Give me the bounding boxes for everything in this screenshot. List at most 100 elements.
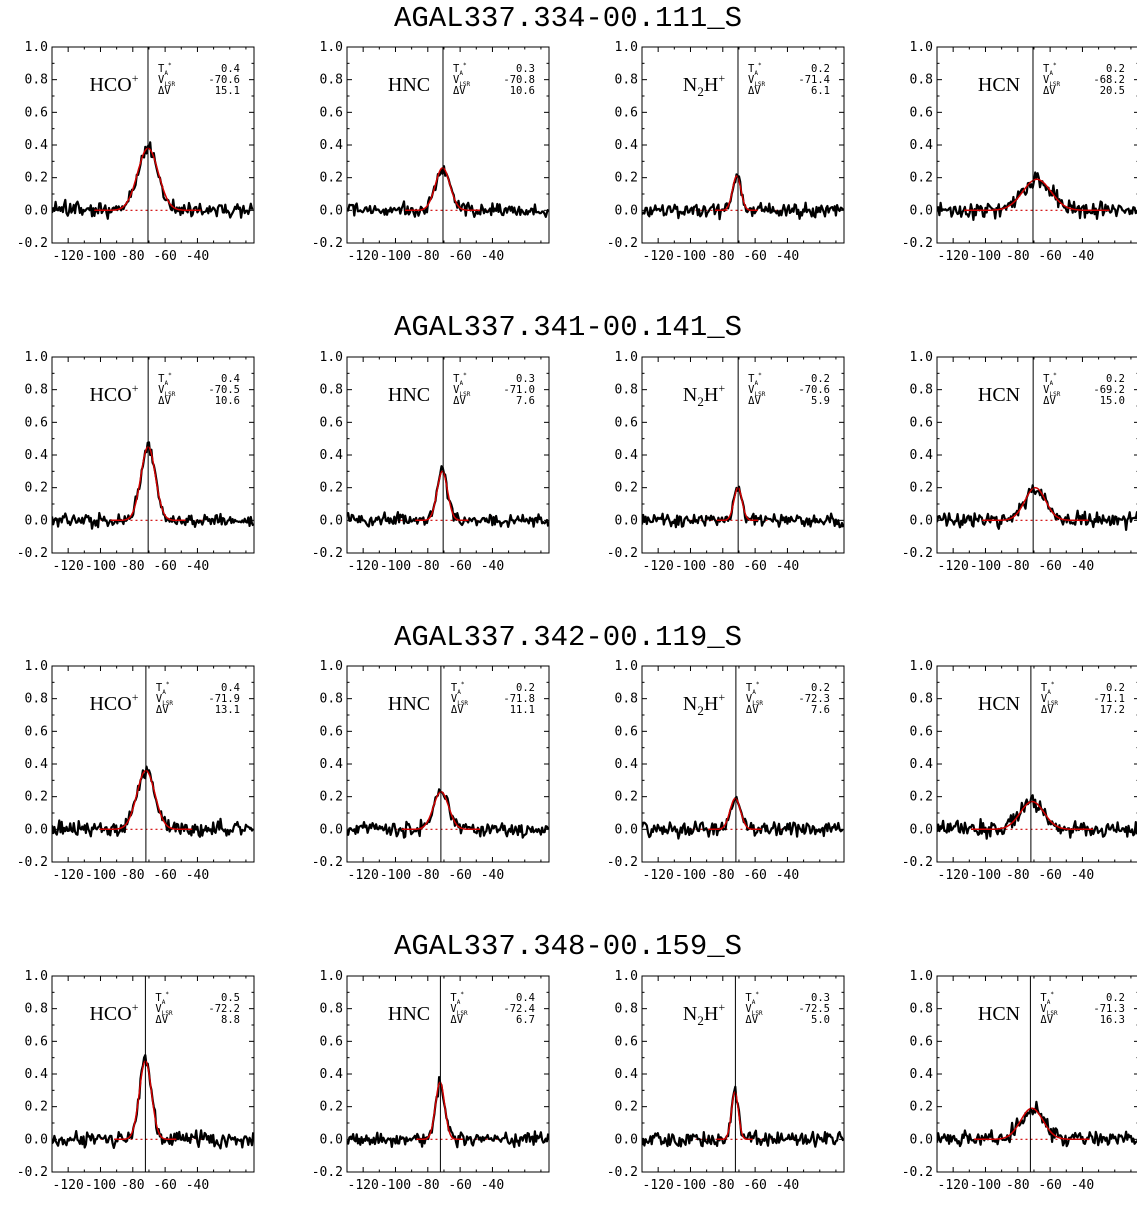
param-label: VLSR: [746, 693, 764, 707]
molecule-label: HCO+: [89, 71, 138, 96]
y-tick-label: 1.0: [320, 969, 343, 984]
spectrum-panel: -0.2 0.0 0.2 0.4 0.6 0.8 1.0 -120 -100 -80 -60 -40 N…: [607, 40, 845, 264]
y-tick-label: 0.6: [320, 1034, 343, 1049]
y-tick-label: 1.0: [910, 969, 933, 984]
y-tick-label: -0.2: [17, 855, 48, 870]
param-value: 0.2: [1106, 682, 1125, 694]
y-tick-label: 0.0: [320, 1132, 343, 1147]
param-label: ΔV: [748, 85, 761, 97]
param-label: TA*: [156, 681, 170, 696]
y-tick-label: 0.0: [615, 822, 638, 837]
y-tick-label: 0.8: [25, 73, 48, 88]
y-tick-label: 0.0: [615, 203, 638, 218]
param-label: TA*: [746, 681, 760, 696]
x-tick-label: -100: [85, 249, 116, 264]
panel-frame: [51, 975, 255, 1173]
spectrum-panel: -0.2 0.0 0.2 0.4 0.6 0.8 1.0 -120 -100 -80 -60 -40 H…: [17, 659, 255, 883]
y-tick-label: 0.4: [910, 1067, 934, 1082]
x-tick-label: -80: [1006, 1178, 1029, 1193]
y-tick-label: 0.6: [320, 415, 343, 430]
spectrum-panel: -0.2 0.0 0.2 0.4 0.6 0.8 1.0 -120 -100 -80 -60 -40 N…: [607, 350, 845, 574]
molecule-subscript: 2: [697, 394, 704, 409]
param-label: ΔV: [155, 1014, 168, 1026]
y-tick-label: 0.4: [615, 757, 639, 772]
molecule-name: HNC: [388, 384, 430, 406]
molecule-name: HCO: [89, 384, 131, 406]
x-tick-label: -120: [53, 559, 84, 574]
param-value: 13.1: [215, 704, 240, 716]
param-value: 0.3: [516, 63, 535, 75]
molecule-name: N: [683, 693, 697, 715]
param-label: VLSR: [748, 74, 766, 88]
param-value: 0.2: [1106, 63, 1125, 75]
x-tick-label: -120: [348, 559, 379, 574]
y-tick-label: 0.2: [615, 790, 638, 805]
x-tick-label: -100: [675, 249, 706, 264]
param-value: 0.2: [1106, 373, 1125, 385]
x-tick-label: -80: [121, 249, 144, 264]
gaussian-fit: [715, 175, 758, 212]
y-tick-label: 0.8: [615, 73, 638, 88]
param-value: 0.2: [811, 63, 830, 75]
gaussian-fit: [415, 470, 469, 522]
x-tick-label: -100: [380, 868, 411, 883]
molecule-label: HNC: [388, 384, 430, 406]
param-value: 0.3: [516, 373, 535, 385]
spectrum-panel: -0.2 0.0 0.2 0.4 0.6 0.8 1.0 -120 -100 -80 -60 -40 H…: [902, 969, 1137, 1193]
y-tick-label: 0.6: [615, 724, 638, 739]
y-tick-label: 0.2: [910, 481, 933, 496]
plot-area: [52, 141, 254, 220]
x-tick-label: -80: [711, 249, 734, 264]
spectrum-panel: -0.2 0.0 0.2 0.4 0.6 0.8 1.0 -120 -100 -80 -60 -40 H…: [17, 40, 255, 264]
param-value: 15.1: [215, 85, 240, 97]
y-tick-label: 0.0: [25, 513, 48, 528]
plot-area: [642, 795, 844, 840]
molecule-name: HNC: [388, 693, 430, 715]
x-tick-label: -60: [743, 1178, 766, 1193]
plot-area: [642, 173, 844, 221]
plot-area: [347, 165, 549, 218]
y-tick-label: 0.2: [910, 171, 933, 186]
y-tick-label: 1.0: [910, 350, 933, 365]
param-label: VLSR: [1043, 384, 1061, 398]
x-tick-label: -40: [1071, 1178, 1094, 1193]
molecule-name: HNC: [388, 1003, 430, 1025]
x-tick-label: -40: [186, 249, 209, 264]
source-title: AGAL337.341-00.141_S: [394, 311, 742, 344]
x-tick-label: -40: [776, 249, 799, 264]
spectrum-line: [52, 141, 254, 220]
param-value: -68.2: [1093, 74, 1125, 86]
x-tick-label: -120: [643, 559, 674, 574]
param-label: TA*: [450, 991, 464, 1006]
spectrum-panel: -0.2 0.0 0.2 0.4 0.6 0.8 1.0 -120 -100 -80 -60 -40 H…: [312, 659, 550, 883]
y-tick-label: 0.6: [910, 724, 933, 739]
y-tick-label: -0.2: [17, 1165, 48, 1180]
y-tick-label: -0.2: [607, 236, 638, 251]
x-tick-label: -120: [348, 1178, 379, 1193]
param-value: 8.8: [221, 1014, 240, 1026]
x-tick-label: -100: [675, 1178, 706, 1193]
y-tick-label: 0.2: [320, 1100, 343, 1115]
y-tick-label: 0.4: [615, 138, 639, 153]
param-label: VLSR: [156, 693, 174, 707]
param-label: VLSR: [1041, 693, 1059, 707]
param-value: 0.4: [221, 63, 240, 75]
molecule-superscript: +: [132, 690, 139, 704]
x-tick-label: -80: [1006, 249, 1029, 264]
x-tick-label: -80: [416, 1178, 439, 1193]
param-value: -72.5: [798, 1003, 830, 1015]
x-tick-label: -100: [970, 1178, 1001, 1193]
y-tick-label: 0.8: [615, 383, 638, 398]
param-value: -70.6: [798, 384, 830, 396]
y-tick-label: -0.2: [17, 236, 48, 251]
y-tick-label: 0.0: [25, 203, 48, 218]
y-tick-label: 0.8: [25, 1002, 48, 1017]
x-tick-label: -40: [481, 868, 504, 883]
param-value: 0.5: [221, 992, 240, 1004]
molecule-name: HCN: [978, 74, 1020, 96]
spectrum-panel: -0.2 0.0 0.2 0.4 0.6 0.8 1.0 -120 -100 -80 -60 -40 N…: [607, 969, 845, 1193]
x-tick-label: -40: [776, 1178, 799, 1193]
x-tick-label: -80: [121, 559, 144, 574]
x-tick-label: -40: [186, 559, 209, 574]
